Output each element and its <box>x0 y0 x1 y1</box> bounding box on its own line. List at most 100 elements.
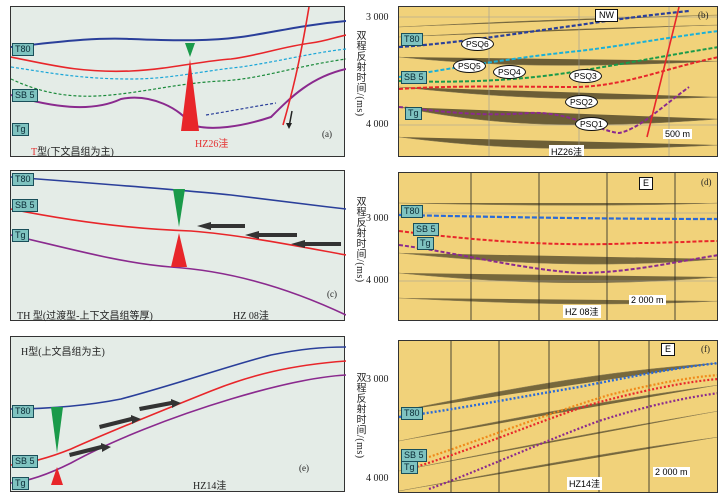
label-tg-c: Tg <box>12 229 29 242</box>
panel-f-tick-4000: 4 000 <box>366 473 389 484</box>
label-tg-f: Tg <box>401 461 418 474</box>
label-sb5-c: SB 5 <box>12 199 38 212</box>
tg-dashed-d <box>399 244 717 275</box>
panel-f-seismic <box>399 341 717 492</box>
panel-d: T80 SB 5 Tg E (d) HZ 08洼 2 000 m <box>398 172 718 321</box>
panel-f-tag: (f) <box>701 344 710 354</box>
panel-a-tag: (a) <box>322 129 332 139</box>
label-t80-f: T80 <box>401 407 423 420</box>
label-t80-b: T80 <box>401 33 423 46</box>
tg-horizon-e <box>11 374 346 484</box>
panel-d-tick-4000: 4 000 <box>366 275 389 286</box>
t80-dashed-d <box>399 213 717 221</box>
fault-line-b <box>646 7 680 138</box>
onlap-arrow-2 <box>99 415 141 429</box>
fault-line <box>282 7 310 126</box>
psq-dashed-green <box>11 58 346 97</box>
label-t80-c: T80 <box>12 173 34 186</box>
psq6-label: PSQ6 <box>461 37 494 51</box>
tg-dotted-f <box>428 392 717 491</box>
panel-a: T80 SB 5 Tg T型(下文昌组为主) HZ26洼 (a) <box>10 6 346 158</box>
label-t80-d: T80 <box>401 205 423 218</box>
panel-d-tick-3000: 3 000 <box>366 213 389 224</box>
direction-nw: NW <box>595 9 618 22</box>
psq1-label: PSQ1 <box>575 117 608 131</box>
label-sb5-d: SB 5 <box>413 223 439 236</box>
psq4-label: PSQ4 <box>493 65 526 79</box>
panel-b-tag: (b) <box>698 10 709 20</box>
panel-f-scale: 2 000 m <box>653 467 690 477</box>
panel-e-sag: HZ14洼 <box>193 481 227 492</box>
panel-a-title: T型(下文昌组为主) <box>31 147 114 158</box>
label-sb5-e: SB 5 <box>12 455 38 468</box>
label-sb5-b: SB 5 <box>401 71 427 84</box>
direction-e-d: E <box>639 177 654 190</box>
label-sb5: SB 5 <box>12 89 38 102</box>
t80-horizon-c <box>11 176 346 210</box>
panel-b-tick-3000: 3 000 <box>366 12 389 23</box>
sb5-dashed <box>399 56 717 90</box>
depocenter-up-triangle-e <box>51 407 63 453</box>
inner-dashed <box>205 102 277 116</box>
psq2-label: PSQ2 <box>565 95 598 109</box>
panel-a-sag: HZ26洼 <box>195 139 229 150</box>
panel-c: T80 SB 5 Tg TH 型(过渡型-上下文昌组等厚) HZ 08洼 (c) <box>10 170 346 322</box>
panel-f-well: HZ14洼 <box>567 477 603 490</box>
panel-c-diagram <box>11 176 346 316</box>
panel-e-title: H型(上文昌组为主) <box>21 347 105 358</box>
sb5-horizon <box>11 34 346 73</box>
t80-horizon-e <box>11 346 346 410</box>
depocenter-down-triangle-c <box>171 233 187 267</box>
onlap-arrow-3 <box>139 399 181 411</box>
panel-d-tag: (d) <box>701 177 712 187</box>
lap-arrow-3 <box>291 240 341 248</box>
label-tg-d: Tg <box>417 237 434 250</box>
label-t80: T80 <box>12 43 34 56</box>
tg-dashed <box>399 86 690 135</box>
panel-b-axis-label: 双程反射时间/(ms) <box>354 30 365 117</box>
panel-c-sag: HZ 08洼 <box>233 311 269 322</box>
sb5-horizon-e <box>11 360 346 466</box>
panel-a-diagram <box>11 7 346 131</box>
fault-arrow-head <box>286 123 292 129</box>
depocenter-up-triangle <box>185 43 195 57</box>
label-t80-e: T80 <box>12 405 34 418</box>
t80-dashed <box>399 9 690 49</box>
panel-e-tag: (e) <box>299 463 309 473</box>
t80-horizon <box>11 20 346 48</box>
panel-e-diagram <box>11 346 346 485</box>
sb5-dashed-d <box>399 230 717 246</box>
depocenter-down-triangle <box>181 59 199 131</box>
sb5-horizon-c <box>11 208 346 256</box>
depocenter-up-triangle-c <box>173 189 185 227</box>
psq3-label: PSQ3 <box>569 69 602 83</box>
psq-cyan-dashed <box>399 30 717 78</box>
panel-f-axis-label: 双程反射时间/(ms) <box>354 372 365 459</box>
label-tg-b: Tg <box>405 107 422 120</box>
panel-b: T80 SB 5 Tg PSQ6 PSQ5 PSQ4 PSQ3 PSQ2 PSQ… <box>398 6 718 157</box>
panel-b-scale: 500 m <box>663 129 693 139</box>
panel-b-well: HZ26洼 <box>549 145 585 157</box>
panel-b-tick-4000: 4 000 <box>366 119 389 130</box>
onlap-arrow-1 <box>69 443 111 457</box>
label-tg-e: Tg <box>12 477 29 490</box>
panel-d-axis-label: 双程反射时间/(ms) <box>354 196 365 283</box>
panel-f: T80 SB 5 Tg E (f) HZ14洼 2 000 m <box>398 340 718 493</box>
panel-c-title: TH 型(过渡型-上下文昌组等厚) <box>17 311 153 322</box>
lap-arrow-1 <box>197 222 245 230</box>
orange-dotted-f <box>428 374 717 459</box>
label-tg: Tg <box>12 123 29 136</box>
tg-horizon-c <box>11 234 346 316</box>
psq-dashed-cyan <box>11 48 346 80</box>
panel-e: H型(上文昌组为主) T80 SB 5 Tg HZ14洼 (e) <box>10 336 346 492</box>
panel-d-well: HZ 08洼 <box>563 305 601 318</box>
panel-d-scale: 2 000 m <box>629 295 666 305</box>
psq5-label: PSQ5 <box>453 59 486 73</box>
depocenter-down-triangle-e <box>51 467 63 485</box>
t80-dotted-f <box>399 362 717 419</box>
panel-c-tag: (c) <box>327 289 337 299</box>
direction-e-f: E <box>661 343 676 356</box>
lap-arrow-2 <box>245 231 297 239</box>
panel-d-seismic <box>399 173 717 320</box>
panel-f-tick-3000: 3 000 <box>366 374 389 385</box>
